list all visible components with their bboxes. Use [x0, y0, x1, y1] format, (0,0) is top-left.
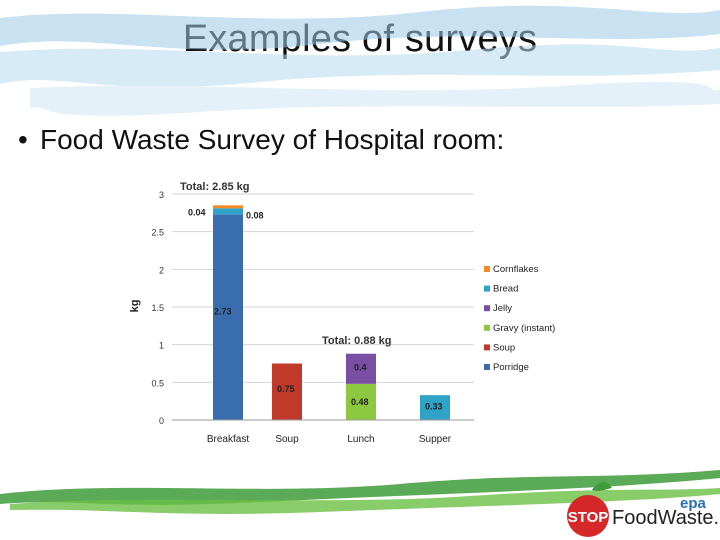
- legend-label: Bread: [493, 284, 518, 295]
- bar-segment: [346, 353, 376, 384]
- legend-swatch: [484, 266, 490, 272]
- legend-swatch: [484, 344, 490, 351]
- bar-segment: [213, 208, 243, 215]
- y-tick-label: 2: [159, 265, 164, 275]
- logo-stop-text: STOP: [568, 509, 609, 526]
- x-tick-label: Lunch: [347, 434, 374, 445]
- y-axis-ticks: 0 0.5 1 1.5 2 2.5 3: [151, 190, 164, 426]
- x-tick-label: Supper: [419, 434, 452, 445]
- bar-segment: [420, 395, 450, 420]
- legend-label: Gravy (instant): [493, 323, 555, 334]
- data-label: 0.48: [351, 397, 369, 407]
- y-tick-label: 0: [159, 416, 164, 426]
- logo-brand-text: FoodWaste.ie: [612, 507, 720, 529]
- chart-bars: 2.73 0.08 0.04 0.75 0.48 0.4 0.33: [188, 205, 450, 420]
- grass-decoration: [0, 470, 720, 514]
- bar-segment: [346, 383, 376, 420]
- data-label: 2.73: [214, 307, 232, 317]
- legend-swatch: [484, 285, 490, 292]
- stacked-bar-chart: 0 0.5 1 1.5 2 2.5 3 kg 2.73 0.08 0.04 0.75 0.48 0.4…: [129, 181, 555, 445]
- y-tick-label: 0.5: [151, 378, 164, 388]
- apple-leaf-icon: [592, 482, 612, 491]
- x-axis-ticks: Breakfast Soup Lunch Supper: [172, 419, 474, 445]
- bar-segment: [272, 363, 302, 420]
- x-tick-label: Breakfast: [207, 434, 249, 445]
- x-tick-label: Soup: [275, 434, 299, 445]
- y-tick-label: 1: [159, 341, 164, 351]
- legend-swatch: [484, 364, 490, 370]
- data-label: 0.75: [277, 384, 295, 394]
- bullet-text: Food Waste Survey of Hospital room:: [40, 124, 505, 155]
- data-label: 0.4: [354, 362, 367, 372]
- y-tick-label: 1.5: [151, 303, 164, 313]
- legend-label: Soup: [493, 342, 515, 353]
- stop-food-waste-logo: STOP FoodWaste.ie epa: [567, 482, 720, 537]
- title-brush-decoration: [0, 5, 720, 116]
- data-label: 0.04: [188, 207, 206, 217]
- bullet-dot: •: [18, 124, 28, 155]
- y-axis-label: kg: [129, 300, 141, 313]
- data-label: 0.08: [246, 210, 264, 220]
- apple-icon: [567, 495, 609, 537]
- legend-label: Jelly: [493, 303, 512, 314]
- data-label: 0.33: [425, 401, 443, 411]
- y-tick-label: 3: [159, 190, 164, 200]
- legend-swatch: [484, 324, 490, 331]
- legend-label: Porridge: [493, 362, 529, 373]
- logo-epa-text: epa: [680, 495, 707, 512]
- total-annotation-lunch: Total: 0.88 kg: [322, 335, 391, 347]
- bar-segment: [213, 205, 243, 209]
- legend-label: Cornflakes: [493, 264, 539, 275]
- bar-segment: [213, 214, 243, 420]
- total-annotation-breakfast: Total: 2.85 kg: [180, 181, 249, 193]
- chart-legend: Cornflakes Bread Jelly Gravy (instant) Soup P…: [484, 264, 555, 373]
- bullet-point: • Food Waste Survey of Hospital room:: [18, 124, 504, 156]
- legend-swatch: [484, 305, 490, 312]
- y-tick-label: 2.5: [151, 228, 164, 238]
